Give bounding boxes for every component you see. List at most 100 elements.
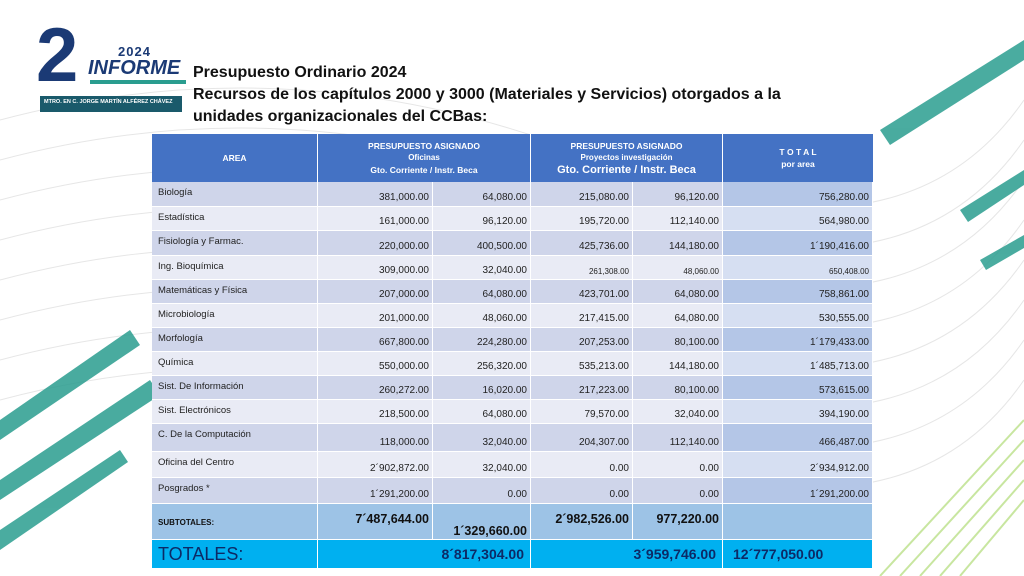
row-label: Microbiología bbox=[152, 304, 318, 328]
cell-value: 80,100.00 bbox=[633, 376, 723, 400]
logo-year: 2024 bbox=[118, 44, 151, 59]
cell-value: 1´190,416.00 bbox=[723, 231, 873, 256]
cell-value: 0.00 bbox=[633, 452, 723, 478]
row-label: Posgrados * bbox=[152, 478, 318, 504]
cell-value: 261,308.00 bbox=[531, 256, 633, 280]
cell-value: 112,140.00 bbox=[633, 207, 723, 231]
title-line: Recursos de los capítulos 2000 y 3000 (M… bbox=[193, 86, 781, 103]
cell-value: 217,415.00 bbox=[531, 304, 633, 328]
cell-value: 256,320.00 bbox=[433, 352, 531, 376]
cell-value: 207,253.00 bbox=[531, 328, 633, 352]
cell-value: 2´902,872.00 bbox=[318, 452, 433, 478]
cell-value: 564,980.00 bbox=[723, 207, 873, 231]
cell-value: 64,080.00 bbox=[633, 280, 723, 304]
cell-value: 550,000.00 bbox=[318, 352, 433, 376]
header-cell: T O T A L por area bbox=[723, 134, 873, 182]
cell-value: 144,180.00 bbox=[633, 352, 723, 376]
cell-value: 32,040.00 bbox=[433, 256, 531, 280]
logo-word: INFORME bbox=[88, 57, 181, 79]
row-label: Sist. Electrónicos bbox=[152, 400, 318, 424]
header-text: Proyectos investigación bbox=[580, 153, 673, 162]
subtotal-label: SUBTOTALES: bbox=[152, 504, 318, 540]
cell-value: 48,060.00 bbox=[633, 256, 723, 280]
cell-value: 64,080.00 bbox=[633, 304, 723, 328]
row-label: Química bbox=[152, 352, 318, 376]
subtotal-empty bbox=[723, 504, 873, 540]
header-cell: PRESUPUESTO ASIGNADO Proyectos investigac… bbox=[531, 134, 723, 182]
header-text: PRESUPUESTO ASIGNADO bbox=[570, 141, 683, 151]
cell-value: 1´485,713.00 bbox=[723, 352, 873, 376]
cell-value: 381,000.00 bbox=[318, 182, 433, 207]
cell-value: 161,000.00 bbox=[318, 207, 433, 231]
cell-value: 80,100.00 bbox=[633, 328, 723, 352]
cell-value: 0.00 bbox=[433, 478, 531, 504]
row-label: Biología bbox=[152, 182, 318, 207]
header-text: Oficinas bbox=[408, 153, 440, 162]
cell-value: 425,736.00 bbox=[531, 231, 633, 256]
header-cell: PRESUPUESTO ASIGNADO Oficinas Gto. Corrien… bbox=[318, 134, 531, 182]
header-cell: AREA bbox=[152, 134, 318, 182]
cell-value: 400,500.00 bbox=[433, 231, 531, 256]
logo-number: 2 bbox=[36, 13, 79, 98]
cell-value: 201,000.00 bbox=[318, 304, 433, 328]
subtotal-value: 977,220.00 bbox=[633, 504, 723, 540]
cell-value: 530,555.00 bbox=[723, 304, 873, 328]
cell-value: 2´934,912.00 bbox=[723, 452, 873, 478]
subtotal-value: 2´982,526.00 bbox=[531, 504, 633, 540]
cell-value: 667,800.00 bbox=[318, 328, 433, 352]
cell-value: 0.00 bbox=[633, 478, 723, 504]
cell-value: 48,060.00 bbox=[433, 304, 531, 328]
row-label: Estadística bbox=[152, 207, 318, 231]
cell-value: 650,408.00 bbox=[723, 256, 873, 280]
cell-value: 32,040.00 bbox=[633, 400, 723, 424]
cell-value: 394,190.00 bbox=[723, 400, 873, 424]
cell-value: 260,272.00 bbox=[318, 376, 433, 400]
cell-value: 218,500.00 bbox=[318, 400, 433, 424]
cell-value: 96,120.00 bbox=[633, 182, 723, 207]
cell-value: 64,080.00 bbox=[433, 280, 531, 304]
total-label: TOTALES: bbox=[152, 540, 318, 568]
header-text: PRESUPUESTO ASIGNADO bbox=[368, 141, 480, 151]
logo-author: MTRO. EN C. JORGE MARTÍN ALFÉREZ CHÁVEZ bbox=[44, 99, 173, 105]
row-label: Morfología bbox=[152, 328, 318, 352]
cell-value: 573,615.00 bbox=[723, 376, 873, 400]
cell-value: 758,861.00 bbox=[723, 280, 873, 304]
total-value: 12´777,050.00 bbox=[723, 540, 873, 568]
header-text: T O T A L bbox=[779, 147, 817, 157]
cell-value: 224,280.00 bbox=[433, 328, 531, 352]
row-label: Oficina del Centro bbox=[152, 452, 318, 478]
cell-value: 217,223.00 bbox=[531, 376, 633, 400]
cell-value: 195,720.00 bbox=[531, 207, 633, 231]
cell-value: 144,180.00 bbox=[633, 231, 723, 256]
row-label: Ing. Bioquímica bbox=[152, 256, 318, 280]
total-value: 3´959,746.00 bbox=[531, 540, 723, 568]
cell-value: 112,140.00 bbox=[633, 424, 723, 452]
header-text: AREA bbox=[222, 153, 247, 163]
cell-value: 32,040.00 bbox=[433, 452, 531, 478]
cell-value: 118,000.00 bbox=[318, 424, 433, 452]
cell-value: 220,000.00 bbox=[318, 231, 433, 256]
cell-value: 215,080.00 bbox=[531, 182, 633, 207]
cell-value: 1´291,200.00 bbox=[723, 478, 873, 504]
cell-value: 535,213.00 bbox=[531, 352, 633, 376]
cell-value: 423,701.00 bbox=[531, 280, 633, 304]
title-line: unidades organizacionales del CCBas: bbox=[193, 108, 488, 125]
header-text: Gto. Corriente / Instr. Beca bbox=[557, 164, 696, 176]
cell-value: 32,040.00 bbox=[433, 424, 531, 452]
subtotal-value: 7´487,644.00 bbox=[318, 504, 433, 540]
cell-value: 309,000.00 bbox=[318, 256, 433, 280]
row-label: C. De la Computación bbox=[152, 424, 318, 452]
subtotal-value: 1´329,660.00 bbox=[433, 504, 531, 540]
cell-value: 1´179,433.00 bbox=[723, 328, 873, 352]
header-text: Gto. Corriente / Instr. Beca bbox=[370, 165, 478, 175]
cell-value: 0.00 bbox=[531, 452, 633, 478]
cell-value: 64,080.00 bbox=[433, 182, 531, 207]
cell-value: 96,120.00 bbox=[433, 207, 531, 231]
total-value: 8´817,304.00 bbox=[318, 540, 531, 568]
title-line: Presupuesto Ordinario 2024 bbox=[193, 64, 407, 81]
cell-value: 204,307.00 bbox=[531, 424, 633, 452]
cell-value: 756,280.00 bbox=[723, 182, 873, 207]
header-text: por area bbox=[781, 159, 815, 169]
cell-value: 79,570.00 bbox=[531, 400, 633, 424]
